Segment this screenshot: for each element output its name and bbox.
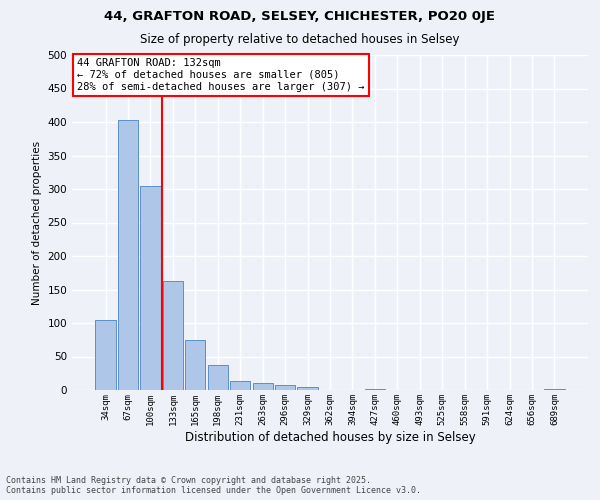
Bar (298, 388, 317, 390)
Bar (118, 120, 138, 390)
Bar (275, 384, 295, 390)
X-axis label: Distribution of detached houses by size in Selsey: Distribution of detached houses by size … (185, 430, 475, 444)
Bar (253, 382, 273, 390)
Bar (185, 340, 205, 390)
Y-axis label: Number of detached properties: Number of detached properties (32, 140, 42, 304)
Bar (163, 281, 183, 390)
Text: 44 GRAFTON ROAD: 132sqm
← 72% of detached houses are smaller (805)
28% of semi-d: 44 GRAFTON ROAD: 132sqm ← 72% of detache… (77, 58, 365, 92)
Text: Size of property relative to detached houses in Selsey: Size of property relative to detached ho… (140, 32, 460, 46)
Text: Contains HM Land Registry data © Crown copyright and database right 2025.
Contai: Contains HM Land Registry data © Crown c… (6, 476, 421, 495)
Bar (230, 382, 250, 390)
Bar (140, 186, 161, 390)
Bar (208, 364, 228, 390)
Bar (544, 388, 565, 390)
Bar (95, 320, 116, 390)
Text: 44, GRAFTON ROAD, SELSEY, CHICHESTER, PO20 0JE: 44, GRAFTON ROAD, SELSEY, CHICHESTER, PO… (104, 10, 496, 23)
